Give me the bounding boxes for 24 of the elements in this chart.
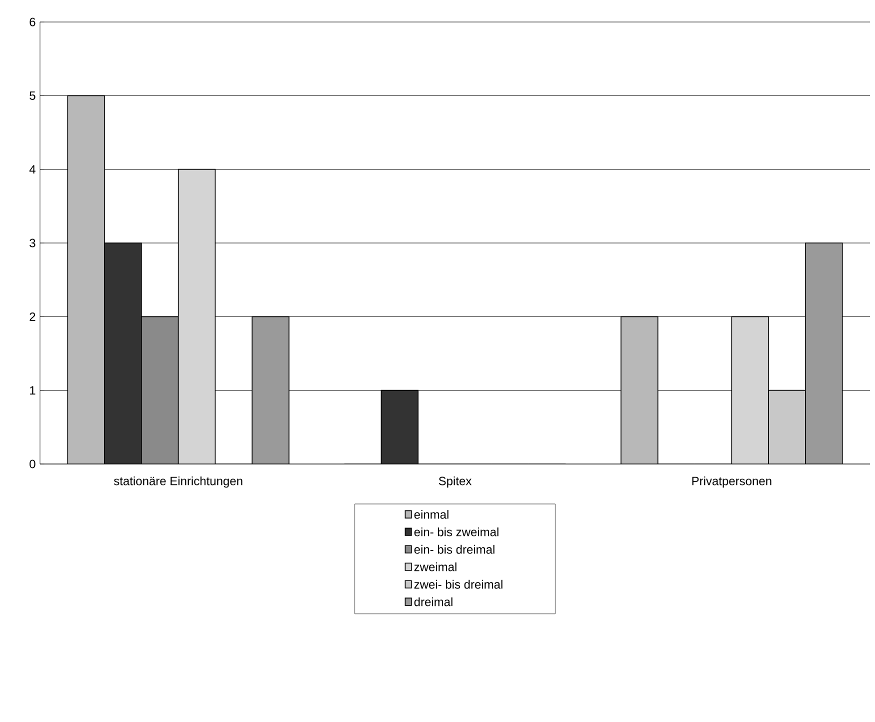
- legend-label: zwei- bis dreimal: [414, 580, 502, 589]
- y-tick-label: 0: [30, 460, 36, 468]
- x-tick-label: Spitex: [438, 476, 472, 488]
- legend-label: dreimal: [414, 597, 452, 606]
- bar: [178, 168, 216, 464]
- bar: [620, 316, 658, 464]
- bar: [252, 316, 290, 464]
- legend-label: ein- bis zweimal: [414, 527, 498, 536]
- y-tick-label: 3: [30, 238, 36, 248]
- legend-label: ein- bis dreimal: [414, 544, 494, 554]
- bar: [141, 316, 179, 464]
- x-tick-label: stationäre Einrichtungen: [114, 476, 242, 488]
- bar: [381, 390, 418, 464]
- y-tick-label: 1: [30, 386, 36, 394]
- y-tick-label: 5: [30, 91, 36, 100]
- y-tick-label: 2: [30, 312, 36, 321]
- bar: [805, 242, 843, 464]
- y-tick-label: 4: [29, 165, 36, 174]
- legend-label: zweimal: [414, 562, 456, 572]
- y-tick-label: 6: [30, 18, 36, 26]
- legend-label: einmal: [414, 510, 448, 519]
- bar: [67, 95, 105, 464]
- bar: [104, 242, 142, 464]
- x-tick-label: Privatpersonen: [692, 476, 772, 488]
